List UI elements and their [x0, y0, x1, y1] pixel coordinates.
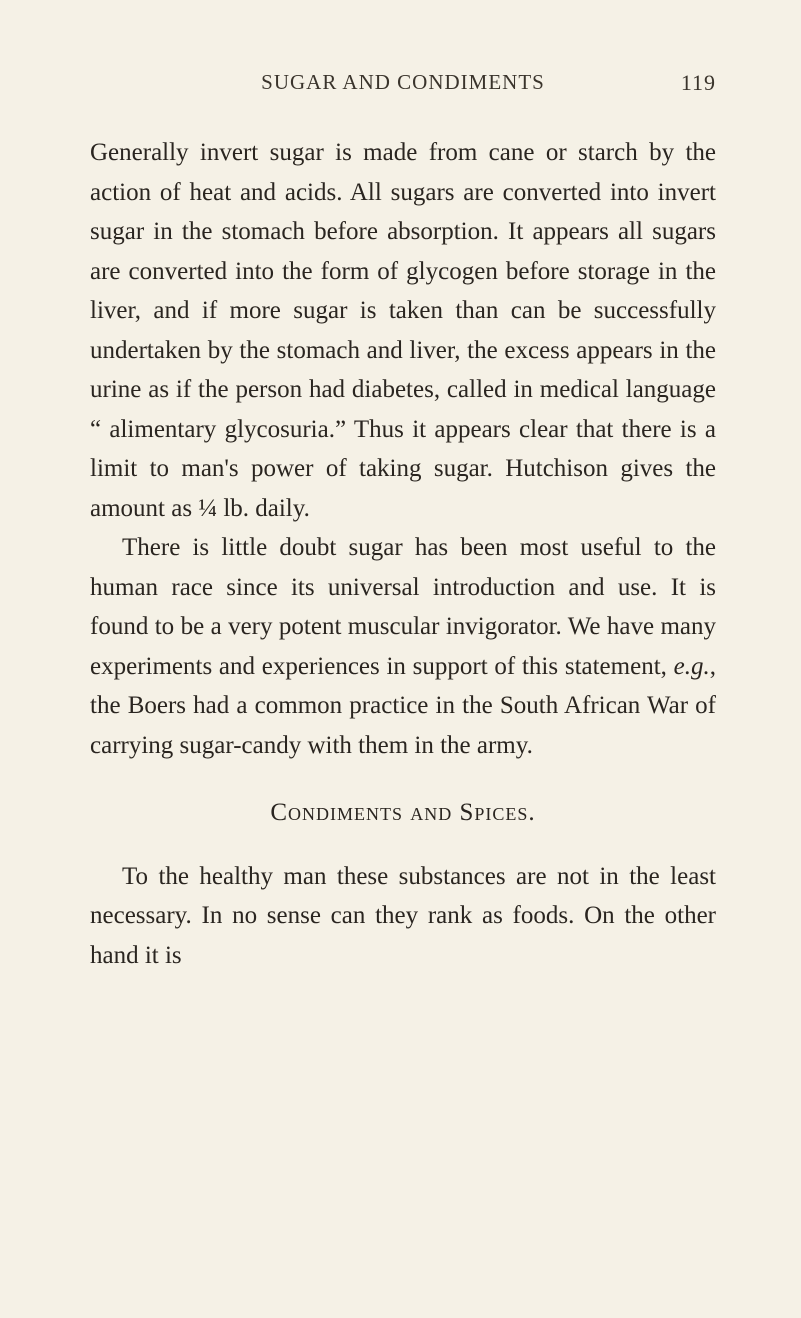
paragraph-3: To the healthy man these substances are … — [90, 857, 716, 976]
page-header: SUGAR AND CONDIMENTS 119 — [90, 70, 716, 95]
body-text-container: Generally invert sugar is made from cane… — [90, 133, 716, 975]
p2-italic: e.g. — [674, 653, 710, 680]
section-heading: Condiments and Spices. — [90, 793, 716, 833]
paragraph-1: Generally invert sugar is made from cane… — [90, 133, 716, 528]
paragraph-2: There is little doubt sugar has been mos… — [90, 528, 716, 765]
header-title: SUGAR AND CONDIMENTS — [261, 70, 545, 95]
page-number: 119 — [681, 70, 716, 96]
p2-prefix: There is little doubt sugar has been mos… — [90, 534, 716, 680]
